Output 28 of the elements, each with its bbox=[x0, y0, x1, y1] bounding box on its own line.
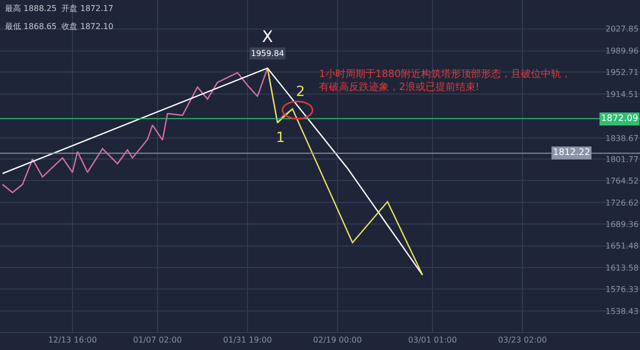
y-tick-label: 1952.71 bbox=[606, 68, 639, 78]
y-tick-label: 1989.96 bbox=[606, 46, 639, 56]
y-tick-label: 2027.85 bbox=[606, 24, 639, 34]
y-tick-label: 1838.67 bbox=[606, 134, 639, 143]
y-tick-label: 1764.52 bbox=[606, 176, 639, 186]
x-tick-label: 03/23 02:00 bbox=[498, 336, 547, 345]
ref-line-label: 1812.22 bbox=[553, 148, 590, 158]
y-tick-label: 1914.51 bbox=[606, 90, 639, 100]
annotation: 1小时周期于1880附近构筑塔形顶部形态，且破位中轨，有破高反跌迹象，2浪或已提前结束! bbox=[319, 68, 571, 93]
annotation: 最高 1888.25 开盘 1872.17 bbox=[5, 4, 114, 13]
y-tick-label: 1538.43 bbox=[606, 306, 639, 316]
annotation: 最低 1868.65 收盘 1872.10 bbox=[5, 22, 114, 31]
ref-line-label: 1872.09 bbox=[601, 114, 638, 124]
y-tick-label: 1689.36 bbox=[606, 220, 639, 229]
y-tick-label: 1613.58 bbox=[606, 263, 639, 272]
annotation: 1959.84 bbox=[251, 49, 284, 58]
y-tick-label: 1651.48 bbox=[606, 242, 639, 251]
annotation: 1 bbox=[276, 130, 285, 146]
x-tick-label: 01/31 19:00 bbox=[223, 336, 272, 345]
x-tick-label: 12/13 16:00 bbox=[48, 336, 97, 345]
y-tick-label: 1801.77 bbox=[606, 155, 639, 164]
x-tick-label: 02/19 00:00 bbox=[313, 336, 362, 345]
y-tick-label: 1726.62 bbox=[606, 198, 639, 208]
x-tick-label: 01/07 02:00 bbox=[133, 336, 182, 345]
annotation: 2 bbox=[296, 84, 305, 100]
y-tick-label: 1576.33 bbox=[606, 284, 639, 294]
annotation: X bbox=[262, 27, 273, 46]
x-tick-label: 03/01 01:00 bbox=[408, 336, 457, 345]
